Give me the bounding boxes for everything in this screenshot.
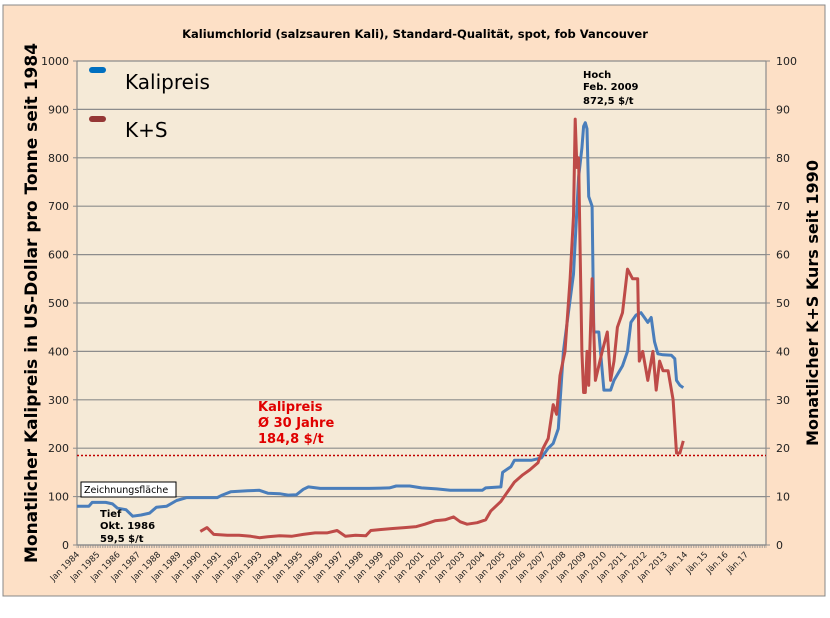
legend-swatch-ks [89, 116, 106, 122]
right-axis: 0 10 20 30 40 50 60 70 80 90 100 [765, 55, 797, 552]
y-axis-label: Monatlicher Kalipreis in US-Dollar pro T… [22, 43, 42, 563]
y-tick-label: 700 [48, 200, 69, 213]
legend-label-kalipreis: Kalipreis [125, 70, 210, 94]
tooltip-text: Zeichnungsfläche [84, 485, 168, 496]
series-line-kalipreis [77, 121, 685, 518]
y-tick-label: 600 [48, 249, 69, 262]
y-tick-label: 1000 [41, 55, 69, 68]
tooltip: Zeichnungsfläche [80, 481, 177, 498]
y2-tick-label: 70 [776, 200, 790, 213]
chart-title: Kaliumchlorid (salzsauren Kali), Standar… [182, 27, 648, 41]
gridlines [77, 60, 766, 546]
y2-axis-label: Monatlicher K+S Kurs seit 1990 [803, 160, 822, 446]
series-line-ks [199, 117, 685, 540]
y-tick-label: 400 [48, 345, 69, 358]
y2-tick-label: 20 [776, 442, 790, 455]
y-tick-label: 0 [62, 539, 69, 552]
y2-tick-label: 40 [776, 345, 790, 358]
y-tick-label: 300 [48, 394, 69, 407]
annotation-average-line2: Ø 30 Jahre [258, 416, 334, 431]
y2-tick-label: 60 [776, 249, 790, 262]
annotation-average: Kalipreis Ø 30 Jahre 184,8 $/t [258, 400, 334, 447]
legend: Kalipreis K+S [89, 67, 210, 142]
annotation-low-line3: 59,5 $/t [100, 534, 144, 545]
y-tick-label: 500 [48, 297, 69, 310]
annotation-high-line1: Hoch [583, 70, 611, 81]
annotation-average-line3: 184,8 $/t [258, 432, 324, 447]
legend-label-ks: K+S [125, 118, 168, 142]
left-axis: 0 100 200 300 400 500 600 700 800 900 1000 [41, 55, 78, 552]
annotation-low-line2: Okt. 1986 [100, 521, 155, 532]
annotation-average-line1: Kalipreis [258, 400, 323, 415]
y2-tick-label: 100 [776, 55, 797, 68]
y-tick-label: 900 [48, 103, 69, 116]
y2-tick-label: 10 [776, 491, 790, 504]
legend-swatch-kalipreis [89, 67, 106, 73]
y2-tick-label: 90 [776, 103, 790, 116]
annotation-low-line1: Tief [100, 509, 122, 520]
annotation-high: Hoch Feb. 2009 872,5 $/t [583, 70, 639, 107]
annotation-low: Tief Okt. 1986 59,5 $/t [100, 509, 155, 545]
y2-tick-label: 80 [776, 152, 790, 165]
y2-tick-label: 50 [776, 297, 790, 310]
series-lines [77, 117, 685, 540]
y-tick-label: 200 [48, 442, 69, 455]
annotation-high-line3: 872,5 $/t [583, 96, 634, 107]
y-tick-label: 800 [48, 152, 69, 165]
y2-tick-label: 30 [776, 394, 790, 407]
y2-tick-label: 0 [776, 539, 783, 552]
y-tick-label: 100 [48, 491, 69, 504]
annotation-high-line2: Feb. 2009 [583, 82, 639, 93]
